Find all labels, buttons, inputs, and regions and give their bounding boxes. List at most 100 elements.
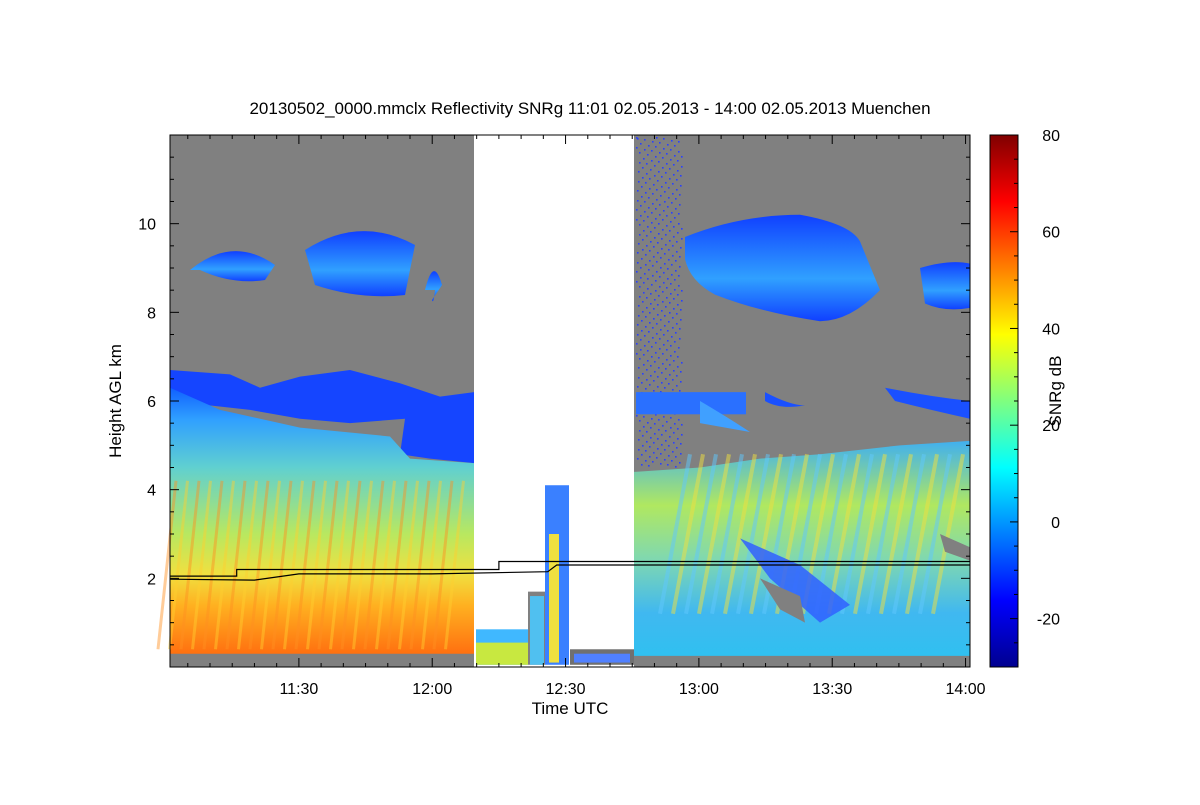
noise-speckle (655, 208, 657, 210)
noise-speckle (672, 389, 674, 391)
noise-speckle (651, 150, 653, 152)
rain-streak (225, 480, 247, 650)
noise-speckle (674, 351, 676, 353)
rain-streak (375, 480, 396, 650)
dry-slot (760, 578, 805, 623)
noise-speckle (636, 147, 638, 149)
noise-speckle (653, 442, 655, 444)
x-tick-label: 14:00 (946, 681, 986, 698)
noise-speckle (651, 356, 653, 358)
noise-speckle (672, 379, 674, 381)
mid-band (885, 387, 970, 419)
noise-speckle (668, 197, 670, 199)
noise-speckle (656, 199, 658, 201)
noise-speckle (658, 171, 660, 173)
noise-speckle (663, 282, 665, 284)
rain-streak (386, 480, 408, 650)
noise-speckle (637, 386, 639, 388)
noise-speckle (680, 443, 682, 445)
rain-streak (179, 480, 201, 650)
noise-speckle (641, 330, 643, 332)
noise-speckle (655, 280, 657, 282)
noise-speckle (678, 151, 680, 153)
noise-speckle (650, 375, 652, 377)
noise-speckle (668, 321, 670, 323)
noise-speckle (639, 234, 641, 236)
noise-speckle (672, 255, 674, 257)
noise-speckle (648, 207, 650, 209)
noise-speckle (673, 174, 675, 176)
noise-speckle (651, 346, 653, 348)
noise-speckle (675, 270, 677, 272)
noise-speckle (675, 332, 677, 334)
noise-speckle (636, 209, 638, 211)
rain-streak (340, 480, 362, 650)
noise-speckle (671, 274, 673, 276)
noise-speckle (663, 272, 665, 274)
noise-speckle (666, 163, 668, 165)
noise-speckle (655, 156, 657, 158)
noise-speckle (656, 457, 658, 459)
rain-streak (202, 480, 224, 650)
noise-speckle (669, 240, 671, 242)
noise-speckle (659, 214, 661, 216)
noise-speckle (679, 390, 681, 392)
noise-speckle (676, 189, 678, 191)
noise-speckle (648, 197, 650, 199)
noise-speckle (660, 267, 662, 269)
noise-speckle (661, 186, 663, 188)
noise-speckle (658, 295, 660, 297)
noise-speckle (643, 364, 645, 366)
noise-speckle (658, 223, 660, 225)
noise-speckle (665, 306, 667, 308)
noise-speckle (639, 152, 641, 154)
mid-band (700, 401, 750, 433)
scan-block (476, 642, 528, 665)
noise-speckle (643, 426, 645, 428)
noise-speckle (681, 362, 683, 364)
noise-speckle (661, 238, 663, 240)
noise-speckle (649, 446, 651, 448)
noise-speckle (673, 360, 675, 362)
noise-speckle (648, 465, 650, 467)
rain-streak (317, 480, 339, 650)
noise-speckle (662, 301, 664, 303)
noise-speckle (661, 444, 663, 446)
noise-speckle (639, 358, 641, 360)
noise-speckle (662, 167, 664, 169)
y-tick-label: 2 (147, 571, 156, 588)
noise-speckle (660, 453, 662, 455)
noise-speckle (652, 141, 654, 143)
noise-speckle (648, 145, 650, 147)
fall-streak (671, 453, 705, 615)
noise-speckle (669, 374, 671, 376)
noise-speckle (663, 138, 665, 140)
scan-block (549, 534, 559, 663)
noise-speckle (646, 297, 648, 299)
noise-speckle (681, 156, 683, 158)
noise-speckle (667, 268, 669, 270)
noise-speckle (680, 319, 682, 321)
noise-speckle (652, 203, 654, 205)
noise-speckle (638, 449, 640, 451)
noise-speckle (667, 206, 669, 208)
noise-speckle (680, 309, 682, 311)
noise-speckle (665, 172, 667, 174)
noise-speckle (655, 290, 657, 292)
noise-speckle (638, 181, 640, 183)
noise-speckle (644, 139, 646, 141)
noise-speckle (681, 424, 683, 426)
rain-streak (294, 480, 316, 650)
y-tick-label: 10 (138, 217, 156, 234)
noise-speckle (654, 237, 656, 239)
noise-speckle (636, 271, 638, 273)
noise-speckle (666, 225, 668, 227)
noise-speckle (678, 213, 680, 215)
noise-speckle (664, 459, 666, 461)
noise-speckle (646, 163, 648, 165)
noise-speckle (650, 293, 652, 295)
noise-speckle (642, 311, 644, 313)
noise-speckle (643, 292, 645, 294)
noise-speckle (640, 277, 642, 279)
